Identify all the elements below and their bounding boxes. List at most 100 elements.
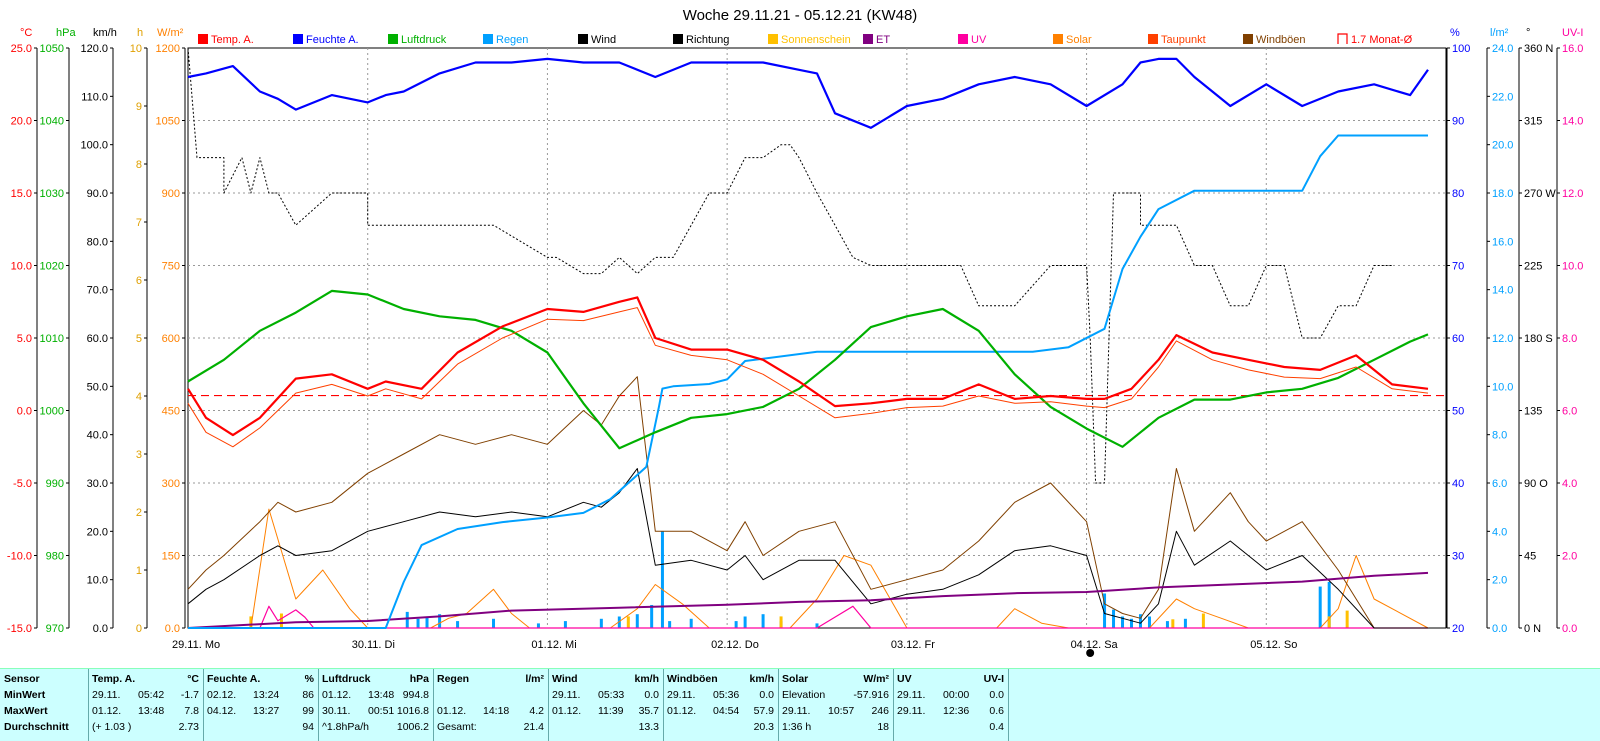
axis-tick-label: 8.0 xyxy=(1492,430,1507,442)
stats-header: Sensor xyxy=(4,671,84,687)
axis-tick-label: 4 xyxy=(136,391,142,403)
legend-swatch xyxy=(578,34,588,44)
stats-title: Windböen xyxy=(667,673,718,685)
legend-swatch xyxy=(198,34,208,44)
stats-cell-date: 29.11. xyxy=(667,689,696,701)
stats-cell-date: 04.12. xyxy=(207,705,237,717)
stats-unit: UV-I xyxy=(983,673,1004,685)
axis-tick-label: 1 xyxy=(136,565,142,577)
stats-column: Feuchte A.% 02.12. 13:24 86 04.12. 13:27 99 94 xyxy=(203,669,319,741)
axis-tick-label: 5.0 xyxy=(17,333,32,345)
stats-row: 0.4 xyxy=(897,719,1004,735)
stats-unit: km/h xyxy=(634,673,659,685)
stats-row: 13.3 xyxy=(552,719,659,735)
axis-tick-label: 40.0 xyxy=(87,430,108,442)
stats-cell-time: 05:36 xyxy=(713,689,740,701)
stats-cell-value: -1.7 xyxy=(180,689,199,701)
legend-label: UV xyxy=(971,34,987,46)
rain-bar xyxy=(743,616,747,628)
stats-cell-value: 94 xyxy=(302,721,314,733)
legend-swatch xyxy=(483,34,493,44)
rain-bar xyxy=(1165,621,1169,628)
stats-cell-date: 01.12. xyxy=(667,705,697,717)
stats-cell-date: 30.11. xyxy=(322,705,351,717)
stats-cell-date: 01.12. xyxy=(322,689,352,701)
axis-tick-label: 50.0 xyxy=(87,381,108,393)
stats-header: Windböen km/h xyxy=(667,671,774,687)
legend-label: Luftdruck xyxy=(401,34,447,46)
rain-bar xyxy=(405,611,409,628)
rain-bar xyxy=(1147,616,1151,628)
rain-bar xyxy=(425,616,429,628)
axis-unit: hPa xyxy=(56,27,76,39)
x-day-label: 30.11. Di xyxy=(352,639,395,651)
stats-cell-value: 20.3 xyxy=(753,721,774,733)
axis-tick-label: 0.0 xyxy=(165,623,180,635)
axis-tick-label: 6 xyxy=(136,275,142,287)
x-day-label: 02.12. Do xyxy=(711,639,759,651)
axis-tick-label: 18.0 xyxy=(1492,188,1513,200)
series-line-dew xyxy=(187,307,1429,448)
sunshine-bar xyxy=(249,616,253,628)
rain-bar xyxy=(1318,586,1322,628)
x-day-label: 03.12. Fr xyxy=(891,639,935,651)
axis-tick-label: 70 xyxy=(1452,261,1464,273)
stats-cell-value: 2.73 xyxy=(178,721,199,733)
stats-cell-date: 29.11. xyxy=(552,689,581,701)
series-line-pres xyxy=(187,289,1429,450)
sunshine-bar xyxy=(779,616,783,628)
rain-bar xyxy=(1183,618,1187,628)
axis-tick-label: 4.0 xyxy=(1562,478,1577,490)
stats-row: MaxWert xyxy=(4,703,84,719)
axis-tick-label: -10.0 xyxy=(7,551,32,563)
stats-title: Sensor xyxy=(4,673,40,685)
legend-label: Windböen xyxy=(1256,34,1306,46)
stats-unit: °C xyxy=(187,673,199,685)
axis-unit: % xyxy=(1450,27,1460,39)
axis-tick-label: 3 xyxy=(136,449,142,461)
stats-column: Sensor MinWert MaxWert Durchschnitt xyxy=(0,669,89,741)
axis-tick-label: 300 xyxy=(162,478,180,490)
axis-tick-label: 315 xyxy=(1524,116,1542,128)
axis-tick-label: 14.0 xyxy=(1562,116,1583,128)
axis-tick-label: 2.0 xyxy=(1562,551,1577,563)
rain-bar xyxy=(599,618,603,628)
stats-cell-date: (+ 1.03 ) xyxy=(92,721,132,733)
axis-tick-label: 990 xyxy=(46,478,64,490)
axis-tick-label: 135 xyxy=(1524,406,1542,418)
axis-tick-label: 0 xyxy=(136,623,142,635)
stats-row: 29.11. 00:00 0.0 xyxy=(897,687,1004,703)
axis-tick-label: 90 O xyxy=(1524,478,1548,490)
rain-bar xyxy=(660,531,664,628)
axis-tick-label: 150 xyxy=(162,551,180,563)
rain-bar xyxy=(1121,616,1125,628)
stats-column: UV UV-I 29.11. 00:00 0.0 29.11. 12:36 0.6 0.4 xyxy=(893,669,1009,741)
stats-row: 20.3 xyxy=(667,719,774,735)
stats-cell-value: 994.8 xyxy=(402,689,429,701)
axis-tick-label: 80 xyxy=(1452,188,1464,200)
stats-cell-value: -57.916 xyxy=(853,689,889,701)
rain-bar xyxy=(635,614,639,628)
stats-row: ^1.8hPa/h 1006.2 xyxy=(322,719,429,735)
axis-unit: km/h xyxy=(93,27,117,39)
stats-cell-time: 10:57 xyxy=(828,705,855,717)
stats-cell-date: 01.12. xyxy=(552,705,582,717)
rain-bar xyxy=(1112,609,1116,628)
stats-unit: km/h xyxy=(749,673,774,685)
stats-row: Gesamt: 21.4 xyxy=(437,719,544,735)
axis-tick-label: 1000 xyxy=(40,406,64,418)
stats-header: Temp. A. °C xyxy=(92,671,199,687)
stats-unit: % xyxy=(304,673,314,685)
rain-bar xyxy=(416,618,420,628)
stats-unit: l/m² xyxy=(525,673,544,685)
moon-phase-icon xyxy=(1086,649,1095,657)
stats-unit: hPa xyxy=(409,673,429,685)
axis-tick-label: 60 xyxy=(1452,333,1464,345)
stats-title: Wind xyxy=(552,673,578,685)
legend-swatch xyxy=(1053,34,1063,44)
stats-cell-value: 18 xyxy=(877,721,889,733)
legend-swatch xyxy=(1243,34,1253,44)
legend-label: Wind xyxy=(591,34,616,46)
axis-tick-label: 360 N xyxy=(1524,43,1553,55)
axis-tick-label: 12.0 xyxy=(1492,333,1513,345)
